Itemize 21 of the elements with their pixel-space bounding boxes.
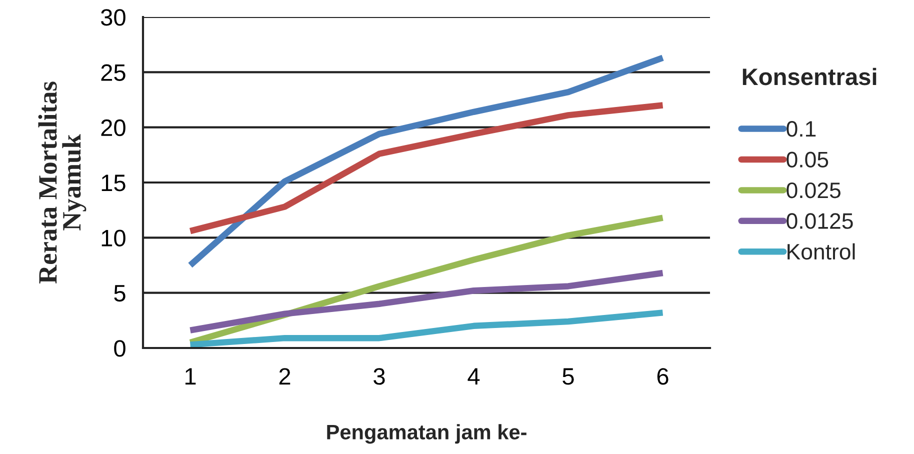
y-axis-title: Rerata Mortalitas Nyamuk <box>38 82 86 284</box>
y-tick-label: 15 <box>102 174 126 192</box>
x-tick-label: 6 <box>657 368 668 385</box>
y-tick-label: 10 <box>102 230 126 246</box>
x-tick-label: 1 <box>185 368 196 385</box>
x-tick-label: 2 <box>279 368 290 385</box>
y-tick-label: 25 <box>101 64 126 81</box>
y-tick-label: 0 <box>114 340 126 357</box>
legend-label: 0.05 <box>786 152 828 168</box>
legend-label: 0.025 <box>786 182 840 198</box>
x-tick-label: 4 <box>468 368 480 385</box>
legend-title: Konsentrasi <box>742 68 876 86</box>
legend-label: 0.0125 <box>786 213 853 229</box>
y-tick-label: 20 <box>101 119 126 136</box>
x-axis-title: Pengamatan jam ke- <box>327 424 526 444</box>
y-tick-label: 5 <box>114 285 126 302</box>
x-tick-label: 5 <box>562 368 574 385</box>
legend-label: 0.1 <box>786 121 816 137</box>
legend-label: Kontrol <box>788 243 855 260</box>
y-tick-label: 30 <box>100 9 126 26</box>
x-tick-label: 3 <box>374 368 385 385</box>
